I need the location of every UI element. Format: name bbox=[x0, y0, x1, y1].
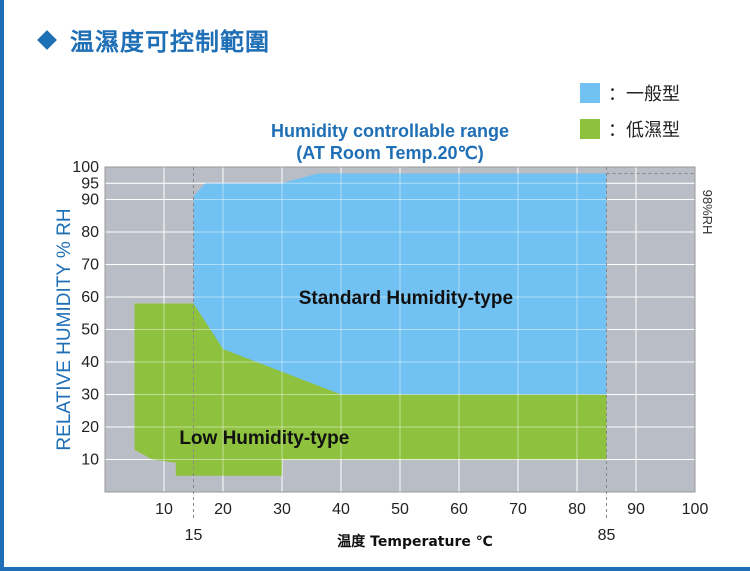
legend-swatch-standard bbox=[580, 83, 600, 103]
legend-label-standard: ：一般型 bbox=[608, 84, 680, 105]
x-tick-label: 100 bbox=[682, 501, 709, 518]
region-label-standard: Standard Humidity-type bbox=[299, 288, 513, 309]
x-tick-label: 40 bbox=[332, 501, 350, 518]
plot-frame bbox=[104, 166, 696, 493]
x-tick-label: 50 bbox=[391, 501, 409, 518]
right-axis-label-98rh: 98%RH bbox=[700, 190, 715, 235]
chart-title-block: Humidity controllable range (AT Room Tem… bbox=[230, 120, 550, 164]
header: 温濕度可控制範圍 bbox=[37, 22, 270, 57]
chart-title: Humidity controllable range bbox=[270, 121, 510, 141]
y-tick-label: 50 bbox=[81, 322, 99, 339]
x-tick-label: 80 bbox=[568, 501, 586, 518]
y-tick-label: 70 bbox=[81, 257, 99, 274]
y-tick-label: 60 bbox=[81, 289, 99, 306]
region-label-low: Low Humidity-type bbox=[179, 428, 349, 449]
x-tick-label: 20 bbox=[214, 501, 232, 518]
y-tick-label: 10 bbox=[81, 452, 99, 469]
series-area-standard bbox=[193, 173, 607, 395]
legend-item-low: ：低濕型 bbox=[580, 114, 680, 144]
y-tick-label: 20 bbox=[81, 419, 99, 436]
header-title: 温濕度可控制範圍 bbox=[70, 28, 270, 56]
y-tick-label: 30 bbox=[81, 387, 99, 404]
y-tick-label: 40 bbox=[81, 354, 99, 371]
series-area-low bbox=[134, 303, 607, 476]
x-tick-label: 90 bbox=[627, 501, 645, 518]
x-tick-label-extra: 15 bbox=[185, 527, 203, 544]
legend-label-low: ：低濕型 bbox=[608, 120, 680, 141]
x-tick-label: 30 bbox=[273, 501, 291, 518]
x-tick-label-extra: 85 bbox=[598, 527, 616, 544]
y-tick-label: 90 bbox=[81, 192, 99, 209]
y-tick-label: 100 bbox=[72, 159, 99, 176]
y-tick-label: 95 bbox=[81, 175, 99, 192]
legend-item-standard: ：一般型 bbox=[580, 78, 680, 108]
y-tick-label: 80 bbox=[81, 224, 99, 241]
y-axis-label: RELATIVE HUMIDITY % RH bbox=[54, 208, 75, 450]
legend-swatch-low bbox=[580, 119, 600, 139]
x-tick-label: 70 bbox=[509, 501, 527, 518]
x-tick-label: 60 bbox=[450, 501, 468, 518]
x-axis-label: 温度 Temperature ℃ bbox=[337, 533, 492, 550]
legend: ：一般型 ：低濕型 bbox=[580, 78, 680, 150]
chart-subtitle: (AT Room Temp.20℃) bbox=[296, 143, 484, 163]
x-tick-label: 10 bbox=[155, 501, 173, 518]
